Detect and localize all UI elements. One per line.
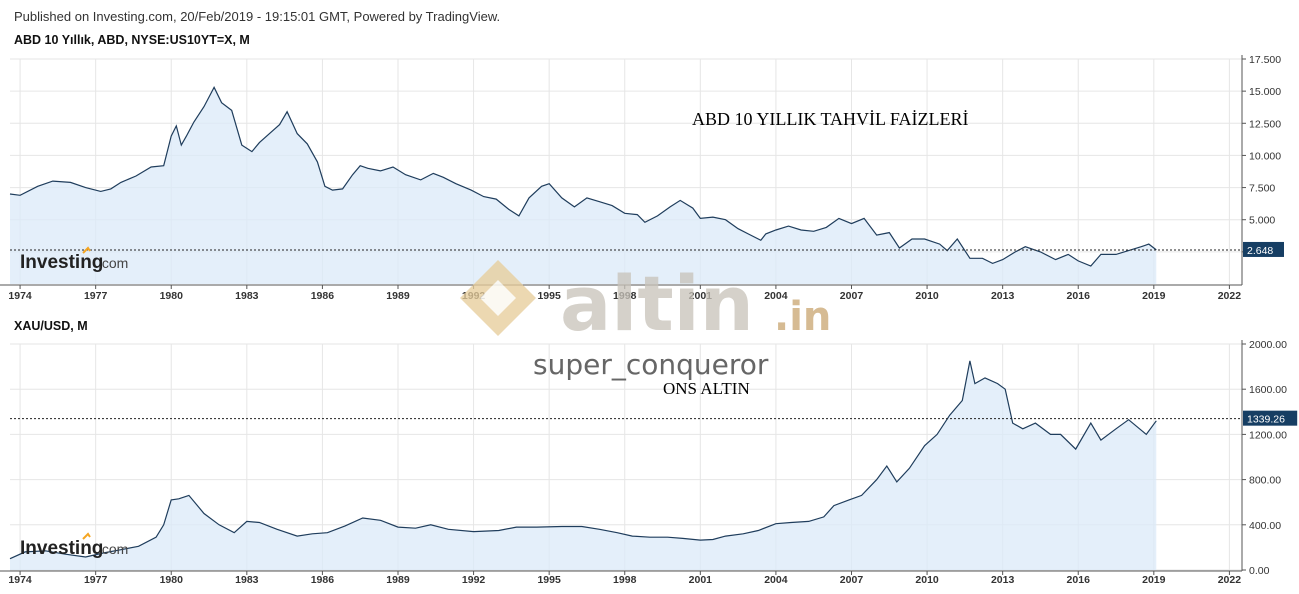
x-tick-label: 1977 <box>84 574 108 586</box>
x-tick-label: 1995 <box>537 574 561 586</box>
altin-brand-text: altin <box>560 259 754 348</box>
investing-logo-text: Investing <box>20 252 103 273</box>
altin-watermark: altin .in <box>460 259 831 348</box>
altin-brand-tld: .in <box>774 294 831 340</box>
x-tick-label: 1998 <box>613 574 637 586</box>
y-tick-label: 5.000 <box>1249 215 1275 227</box>
y-tick-label: 1200.00 <box>1249 429 1287 441</box>
chart-panel-1: 0.00 400.00 800.00 1200.00 1600.00 2000.00 197… <box>0 339 1298 586</box>
altin-logo-inner <box>480 280 516 316</box>
x-tick-label: 2013 <box>991 290 1015 302</box>
y-tick-label: 400.00 <box>1249 520 1281 532</box>
last-value-badge <box>1243 410 1298 426</box>
y-tick-label: 12.500 <box>1249 118 1281 130</box>
x-tick-label: 2001 <box>689 290 713 302</box>
y-tick-label: 800.00 <box>1249 475 1281 487</box>
published-info: Published on Investing.com, 20/Feb/2019 … <box>14 9 501 24</box>
username-watermark: super_conqueror <box>533 348 769 381</box>
x-tick-label: 2004 <box>764 574 788 586</box>
x-tick-label: 2004 <box>764 290 788 302</box>
series-area <box>10 87 1157 284</box>
x-tick-label: 1980 <box>160 574 184 586</box>
x-tick-label: 2010 <box>915 574 939 586</box>
investing-logo-suffix: .com <box>98 255 128 271</box>
series-area <box>10 360 1157 570</box>
investing-logo: Investing.com <box>20 246 128 273</box>
x-tick-label: 2007 <box>840 574 864 586</box>
x-tick-label: 2001 <box>689 574 713 586</box>
x-tick-label: 1998 <box>613 290 637 302</box>
x-tick-label: 2022 <box>1218 290 1242 302</box>
x-tick-label: 1986 <box>311 290 335 302</box>
x-tick-label: 1983 <box>235 290 259 302</box>
last-value-label: 2.648 <box>1247 245 1273 257</box>
x-tick-label: 1974 <box>8 574 32 586</box>
x-tick-label: 1974 <box>8 290 32 302</box>
y-tick-label: 7.500 <box>1249 183 1275 195</box>
y-tick-label: 15.000 <box>1249 86 1281 98</box>
yield-annotation: ABD 10 YILLIK TAHVİL FAİZLERİ <box>692 109 969 129</box>
x-tick-label: 2019 <box>1142 290 1166 302</box>
series-line <box>9 85 1157 267</box>
x-tick-label: 2019 <box>1142 574 1166 586</box>
x-tick-label: 2010 <box>915 290 939 302</box>
y-tick-label: 1600.00 <box>1249 384 1287 396</box>
chart-title-yield: ABD 10 Yıllık, ABD, NYSE:US10YT=X, M <box>14 33 250 47</box>
x-tick-label: 2016 <box>1067 290 1091 302</box>
y-tick-label: 0.00 <box>1249 565 1270 577</box>
investing-logo-arrow <box>82 532 91 540</box>
y-tick-label: 17.500 <box>1249 54 1281 66</box>
x-tick-label: 1977 <box>84 290 108 302</box>
x-tick-label: 2016 <box>1067 574 1091 586</box>
chart-title-gold: XAU/USD, M <box>14 319 88 333</box>
y-tick-label: 10.000 <box>1249 150 1281 162</box>
investing-logo: Investing.com <box>20 532 128 559</box>
series-line <box>9 360 1157 560</box>
investing-logo-suffix: .com <box>98 541 128 557</box>
last-value-badge <box>1243 241 1284 257</box>
x-tick-label: 2007 <box>840 290 864 302</box>
x-tick-label: 1980 <box>160 290 184 302</box>
x-tick-label: 1986 <box>311 574 335 586</box>
y-tick-label: 2000.00 <box>1249 339 1287 351</box>
x-tick-label: 1989 <box>386 290 410 302</box>
x-tick-label: 2022 <box>1218 574 1242 586</box>
x-tick-label: 1995 <box>537 290 561 302</box>
x-tick-label: 2013 <box>991 574 1015 586</box>
x-tick-label: 1983 <box>235 574 259 586</box>
chart-panel-0: 2.5005.0007.50010.00012.50015.00017.5001… <box>0 54 1284 302</box>
investing-logo-text: Investing <box>20 538 103 559</box>
investing-logo-arrow <box>82 246 91 254</box>
x-tick-label: 1992 <box>462 574 486 586</box>
x-tick-label: 1989 <box>386 574 410 586</box>
gold-annotation: ONS ALTIN <box>663 379 750 398</box>
last-value-label: 1339.26 <box>1247 414 1285 426</box>
